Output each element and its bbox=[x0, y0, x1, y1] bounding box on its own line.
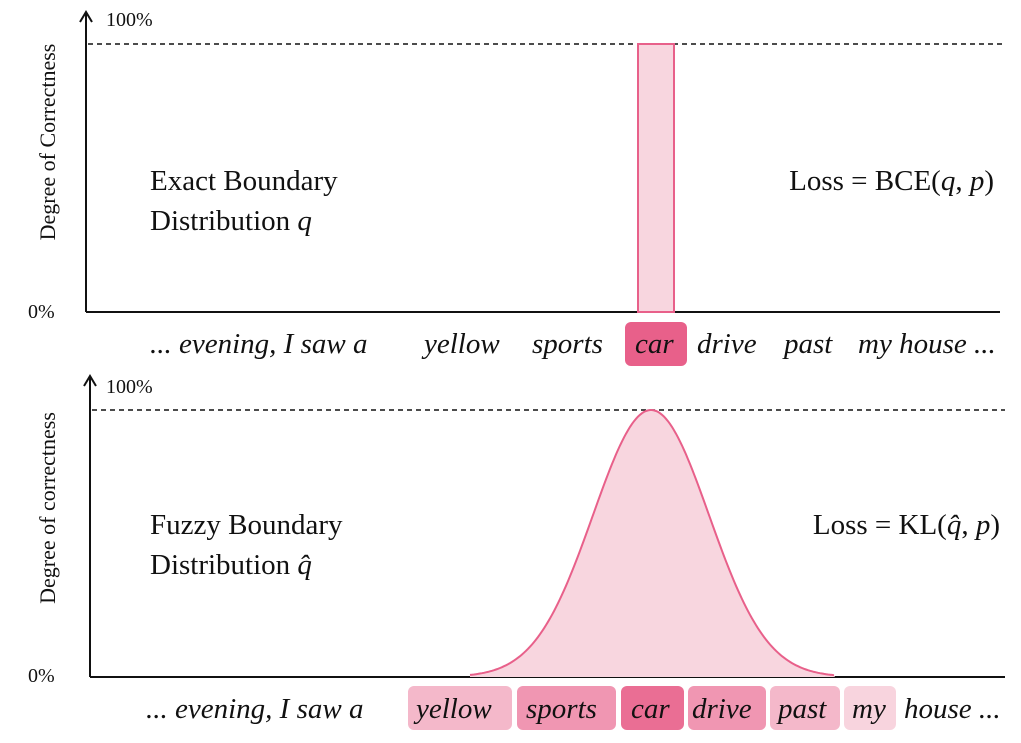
bottom-panel: Degree of correctness 100% 0% Fuzzy Boun… bbox=[28, 374, 1005, 730]
bottom-token-car-highlight bbox=[621, 686, 684, 730]
top-token-yellow: yellow bbox=[421, 328, 500, 360]
top-token-drive: drive bbox=[697, 328, 757, 360]
bottom-token-sports-highlight bbox=[517, 686, 616, 730]
bottom-token-yellow: yellow bbox=[413, 693, 492, 725]
top-y-min-label: 0% bbox=[28, 301, 55, 323]
bottom-y-arrowhead bbox=[83, 374, 97, 387]
bottom-token-drive-highlight bbox=[688, 686, 766, 730]
top-loss-formula: Loss = BCE(q, p) bbox=[789, 165, 994, 197]
bottom-sentence-prefix: ... evening, I saw a bbox=[146, 693, 363, 725]
bottom-y-max-label: 100% bbox=[106, 376, 153, 398]
bottom-token-yellow-highlight bbox=[408, 686, 512, 730]
bottom-token-past-highlight bbox=[770, 686, 840, 730]
exact-boundary-bar bbox=[637, 43, 675, 313]
bottom-token-past: past bbox=[776, 693, 827, 725]
fuzzy-boundary-curve-fill bbox=[470, 410, 835, 677]
bottom-token-my-highlight bbox=[844, 686, 896, 730]
bottom-token-my: my bbox=[852, 693, 886, 725]
top-token-car-highlight bbox=[625, 322, 687, 366]
top-dist-label-line2: Distribution q bbox=[150, 205, 312, 237]
bottom-ylabel: Degree of correctness bbox=[35, 412, 60, 604]
top-dist-label-line1: Exact Boundary bbox=[150, 165, 338, 197]
top-token-past: past bbox=[782, 328, 833, 360]
top-y-arrowhead bbox=[79, 10, 93, 23]
top-token-my-house: my house ... bbox=[858, 328, 996, 360]
bottom-token-house: house ... bbox=[904, 693, 1001, 725]
top-sentence: ... evening, I saw a yellow sports car d… bbox=[150, 322, 996, 366]
top-ylabel: Degree of Correctness bbox=[35, 44, 60, 241]
bottom-dist-label-line2: Distribution q̂ bbox=[150, 549, 312, 581]
bottom-token-sports: sports bbox=[526, 693, 597, 725]
bottom-y-min-label: 0% bbox=[28, 665, 55, 687]
bottom-loss-formula: Loss = KL(q̂, p) bbox=[813, 509, 1000, 541]
bottom-token-drive: drive bbox=[692, 693, 752, 725]
top-token-car: car bbox=[635, 328, 674, 360]
top-y-max-label: 100% bbox=[106, 9, 153, 31]
bottom-sentence: ... evening, I saw a yellow sports car d… bbox=[146, 686, 1001, 730]
bottom-token-car: car bbox=[631, 693, 670, 725]
top-token-sports: sports bbox=[532, 328, 603, 360]
top-panel: Degree of Correctness 100% 0% Exact Boun… bbox=[28, 9, 1002, 366]
fuzzy-boundary-curve bbox=[469, 409, 835, 677]
top-sentence-prefix: ... evening, I saw a bbox=[150, 328, 367, 360]
bottom-dist-label-line1: Fuzzy Boundary bbox=[150, 509, 343, 541]
